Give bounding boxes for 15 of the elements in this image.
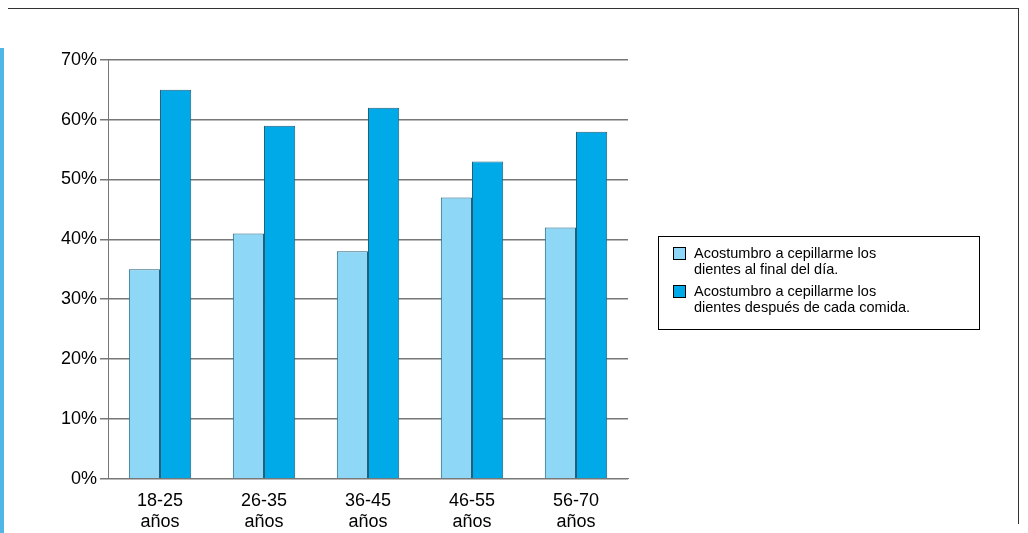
legend-label: Acostumbro a cepillarme los dientes después de cada comida.: [694, 283, 912, 315]
x-tick-label: 56-70 años: [552, 489, 600, 532]
y-tick-label: 60%: [61, 108, 98, 129]
x-tick-label: 46-55 años: [448, 489, 496, 532]
y-tick-label: 20%: [61, 348, 98, 369]
x-tick-label: 26-35 años: [241, 489, 288, 532]
y-tick-label: 10%: [61, 407, 98, 428]
y-tick-label: 0%: [71, 467, 98, 488]
x-tick-label: 18-25 años: [137, 489, 184, 532]
y-tick-label: 30%: [61, 288, 98, 309]
y-tick-label: 70%: [61, 48, 98, 69]
legend-label: Acostumbro a cepillarme los dientes al final del día.: [694, 245, 878, 277]
x-tick-label: 36-45 años: [344, 489, 392, 532]
y-tick-label: 40%: [61, 228, 98, 249]
y-tick-label: 50%: [61, 168, 98, 189]
